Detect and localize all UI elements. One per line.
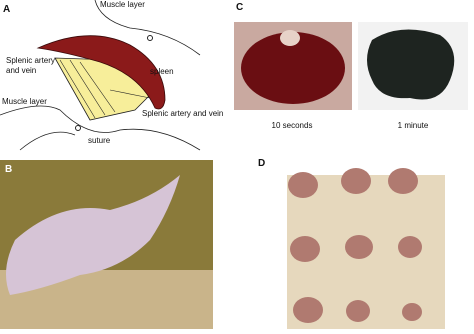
- tumors: [288, 168, 422, 323]
- panel-label: A: [3, 4, 10, 15]
- annotation: Splenic artery and vein: [142, 109, 223, 118]
- panel-d: D: [258, 158, 445, 329]
- annotation: Muscle layer: [100, 0, 145, 9]
- annotation: spleen: [150, 67, 174, 76]
- vessels: [59, 59, 151, 119]
- panel-b: B: [0, 160, 213, 329]
- caption: 1 minute: [398, 121, 429, 130]
- caption: 10 seconds: [272, 121, 313, 130]
- spleen: [36, 35, 166, 110]
- annotation: and vein: [6, 66, 36, 75]
- mouse: [6, 175, 180, 295]
- panel-label: C: [236, 2, 243, 13]
- panel-label: D: [258, 158, 265, 169]
- marker: [75, 125, 81, 131]
- panel-a: A Muscle layer Splenic artery and vein s…: [0, 0, 223, 151]
- outline: [94, 0, 201, 56]
- annotation: suture: [88, 136, 111, 145]
- organ: [280, 30, 300, 46]
- panel-label: B: [5, 164, 12, 175]
- marker: [147, 35, 153, 41]
- annotation: Muscle layer: [2, 97, 47, 106]
- outline: [19, 131, 76, 151]
- panel-c: C 10 seconds 1 minute: [234, 2, 468, 130]
- annotation: Splenic artery: [6, 56, 55, 65]
- organ: [241, 32, 345, 104]
- organ: [367, 29, 455, 100]
- outline: [0, 105, 201, 151]
